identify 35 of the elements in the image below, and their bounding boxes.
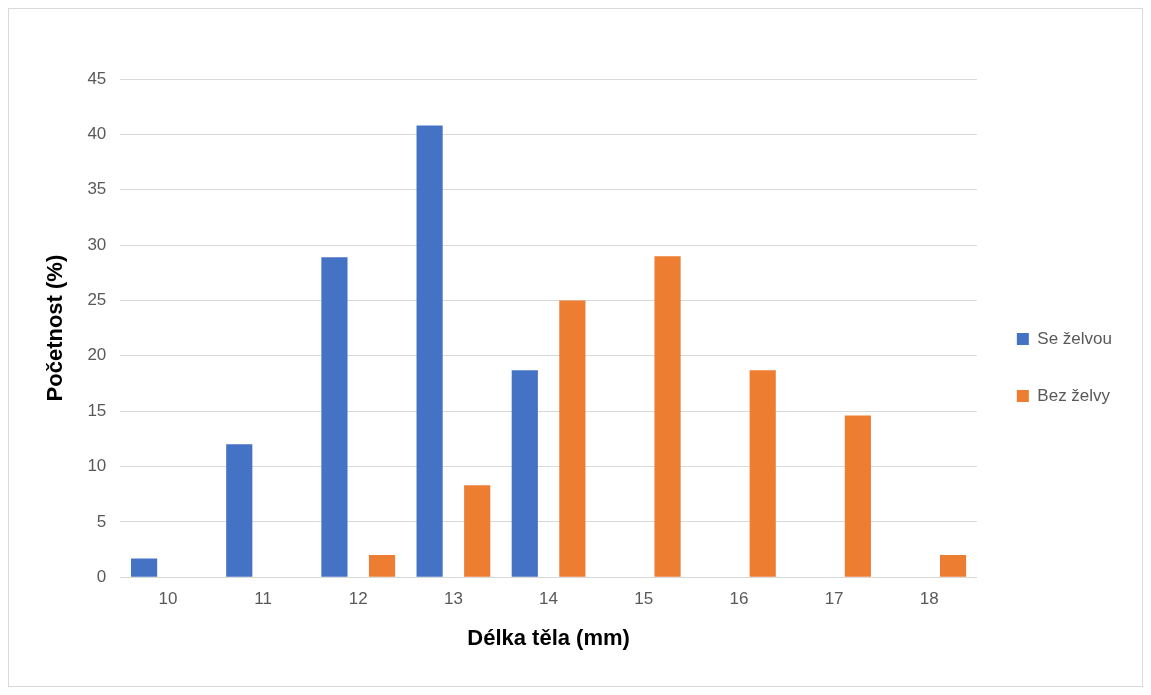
bar [131,558,158,577]
x-tick-label: 12 [348,589,368,609]
y-tick-label: 10 [87,456,107,476]
bar [321,257,348,577]
x-tick-label: 13 [443,589,463,609]
y-tick-label: 35 [87,179,107,199]
x-tick-label: 18 [919,589,939,609]
y-tick-label: 15 [87,400,107,420]
bar [749,370,776,577]
y-tick-label: 5 [96,511,107,531]
y-tick-label: 20 [87,345,107,365]
legend-label: Bez želvy [1037,385,1111,405]
y-tick-label: 25 [87,290,107,310]
x-tick-label: 11 [254,589,272,609]
x-tick-label: 16 [729,589,749,609]
bar [511,370,538,577]
bar [464,485,491,577]
y-tick-label: 40 [87,124,107,144]
bar [654,256,681,577]
bar [226,444,253,577]
bar [559,300,586,577]
bar [844,415,871,577]
bar [939,555,967,577]
bar [416,125,443,577]
x-tick-label: 14 [539,589,559,609]
x-tick-label: 15 [634,589,654,609]
y-tick-label: 0 [96,566,107,586]
y-tick-label: 45 [87,68,107,88]
y-tick-label: 30 [87,234,107,254]
y-axis-title: Početnost (%) [42,254,68,402]
x-axis-title: Délka těla (mm) [467,624,630,650]
x-tick-label: 10 [158,589,178,609]
legend-label: Se želvou [1037,328,1113,348]
bar [368,555,396,577]
x-tick-label: 17 [824,589,844,609]
